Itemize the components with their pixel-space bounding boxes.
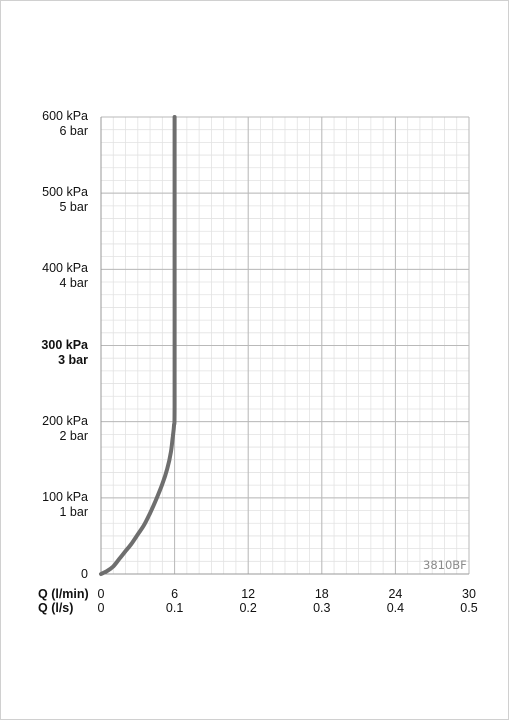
y-tick-label-bar: 2 bar	[59, 428, 89, 443]
chart-code-label: 3810BF	[423, 558, 467, 572]
y-tick-label-bar: 1 bar	[59, 504, 89, 519]
series-line-0	[99, 115, 177, 576]
y-tick-label-kpa: 100 kPa	[42, 489, 88, 504]
y-tick-label-bar: 3 bar	[58, 352, 88, 367]
y-tick-label-bar: 4 bar	[59, 276, 89, 291]
x-tick-label: 0.5	[460, 601, 478, 615]
y-tick-label-kpa: 300 kPa	[41, 337, 88, 352]
y-tick-label-kpa: 600 kPa	[42, 109, 88, 123]
y-tick-label-kpa: 200 kPa	[42, 413, 88, 428]
x-tick-label: 0	[97, 601, 105, 615]
x-tick-label: 6	[171, 587, 179, 601]
x-tick-label: 12	[241, 587, 256, 601]
y-tick-label-kpa: 0	[81, 567, 88, 581]
y-tick-label-bar: 5 bar	[59, 200, 89, 215]
y-tick-label-kpa: 500 kPa	[42, 185, 88, 200]
x-axis-row-label: Q (l/min)	[38, 587, 89, 601]
x-tick-label: 0.2	[239, 601, 257, 615]
y-tick-label-bar: 6 bar	[59, 124, 89, 138]
series-layer	[99, 115, 177, 576]
major-gridlines	[100, 116, 470, 575]
x-axis-row-label: Q (l/s)	[38, 601, 74, 615]
x-tick-label: 24	[388, 587, 403, 601]
y-tick-label-kpa: 400 kPa	[42, 261, 88, 276]
x-tick-label: 18	[314, 587, 329, 601]
x-tick-label: 0.3	[313, 601, 331, 615]
x-tick-label: 0.1	[165, 601, 184, 615]
x-tick-label: 30	[462, 587, 476, 601]
x-tick-label: 0	[97, 587, 105, 601]
x-tick-label: 0.4	[386, 601, 405, 615]
